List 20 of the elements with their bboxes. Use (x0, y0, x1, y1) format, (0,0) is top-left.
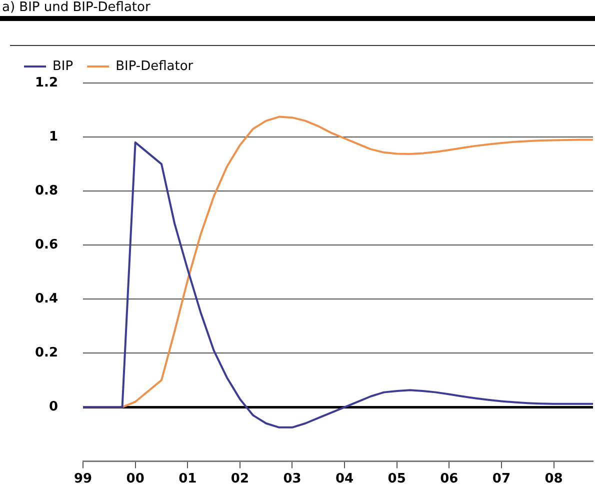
y-tick-label: 0.8 (35, 183, 58, 198)
y-tick-label: 0 (48, 400, 58, 415)
chart-title: a) BIP und BIP-Deflator (0, 0, 595, 21)
y-tick-label: 0.2 (35, 346, 58, 361)
y-tick-label: 0.4 (35, 291, 58, 306)
legend-label: BIP (52, 58, 74, 74)
x-tick-label: 06 (440, 471, 458, 486)
x-tick-label: 03 (283, 471, 302, 486)
x-tick-label: 07 (492, 471, 511, 486)
y-tick-label: 1.2 (35, 75, 58, 90)
x-tick-label: 99 (74, 471, 92, 486)
y-tick-label: 1 (48, 129, 58, 144)
x-tick-label: 04 (336, 471, 354, 486)
x-tick-label: 02 (230, 471, 249, 486)
x-tick-label: 00 (126, 471, 144, 486)
x-tick-label: 05 (388, 471, 406, 486)
x-tick-label: 01 (178, 471, 197, 486)
y-tick-label: 0.6 (35, 237, 58, 252)
x-tick-label: 08 (544, 471, 563, 486)
legend-label: BIP-Deflator (116, 58, 194, 74)
